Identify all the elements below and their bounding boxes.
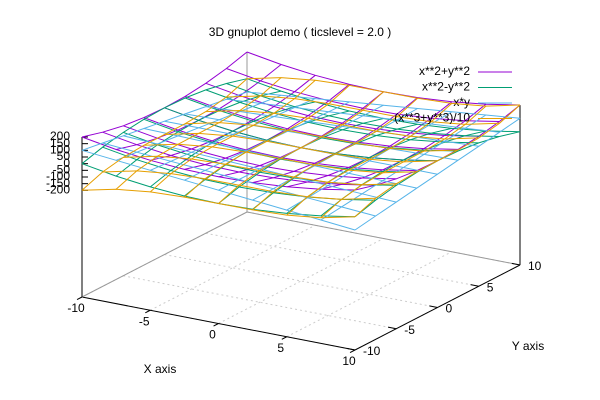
x-tick-label: -10 <box>67 301 85 315</box>
surface-line <box>226 68 500 122</box>
z-tick-label: 50 <box>57 149 71 163</box>
x-tick <box>213 323 219 327</box>
z-tick-label: 150 <box>50 136 70 150</box>
y-tick <box>429 305 438 308</box>
surface-line <box>143 143 417 174</box>
surface-line <box>246 77 521 107</box>
y-tick <box>511 262 521 266</box>
surface-line <box>102 131 376 186</box>
surface-line <box>205 109 479 140</box>
surface-line <box>184 95 459 150</box>
x-tick <box>145 309 151 314</box>
y-tick <box>387 326 397 330</box>
surface-line <box>123 125 397 180</box>
z-tick-label: 100 <box>50 143 70 157</box>
surface-line <box>164 132 438 163</box>
legend-label: x**2+y**2 <box>419 64 470 78</box>
surface-line <box>123 155 397 186</box>
z-tick-label: 0 <box>63 156 70 170</box>
z-tick-label: 200 <box>50 129 70 143</box>
x-tick-label: 10 <box>342 354 356 368</box>
z-tick-label: -150 <box>46 176 70 190</box>
z-tick-label: -100 <box>46 169 70 183</box>
y-axis-label: Y axis <box>512 339 544 353</box>
y-tick-label: 5 <box>487 280 494 294</box>
grid-line <box>123 275 397 330</box>
axis-line <box>246 211 521 266</box>
grid-line <box>205 232 479 287</box>
surface-line <box>184 97 459 152</box>
surface-line <box>143 118 417 173</box>
surface-line <box>123 135 397 203</box>
y-tick-label: -5 <box>404 323 415 337</box>
surface-line <box>205 106 479 147</box>
grid-line <box>286 251 452 338</box>
surface-line <box>81 188 356 219</box>
grid-line <box>164 254 438 308</box>
legend-label: (x**3+y**3)/10 <box>394 111 470 125</box>
surface-line <box>102 142 376 217</box>
surface-line <box>226 95 500 125</box>
z-tick-label: -200 <box>46 183 70 197</box>
x-tick-label: -5 <box>139 314 150 328</box>
y-tick-label: -10 <box>363 344 381 358</box>
y-tick <box>470 284 479 287</box>
grid-line <box>218 238 384 324</box>
surface-line <box>205 89 479 144</box>
surface-line <box>246 91 521 119</box>
legend-label: x*y <box>453 95 470 109</box>
surface-line <box>102 170 376 200</box>
surface-line <box>226 98 500 133</box>
x-tick <box>349 349 356 353</box>
chart-title: 3D gnuplot demo ( ticslevel = 2.0 ) <box>209 25 391 39</box>
x-tick <box>76 296 83 300</box>
y-tick-label: 0 <box>446 302 453 316</box>
x-axis-label: X axis <box>144 362 177 376</box>
y-tick-label: 10 <box>528 259 542 273</box>
z-tick-label: -50 <box>53 163 71 177</box>
x-tick-label: 0 <box>209 328 216 342</box>
x-tick-label: 5 <box>277 341 284 355</box>
axis-line <box>81 211 248 298</box>
x-tick <box>281 336 287 340</box>
surface-line <box>185 122 459 152</box>
legend-label: x**2-y**2 <box>422 80 470 94</box>
surface-line <box>81 136 356 191</box>
y-tick <box>346 347 356 351</box>
grid-line <box>150 224 316 311</box>
